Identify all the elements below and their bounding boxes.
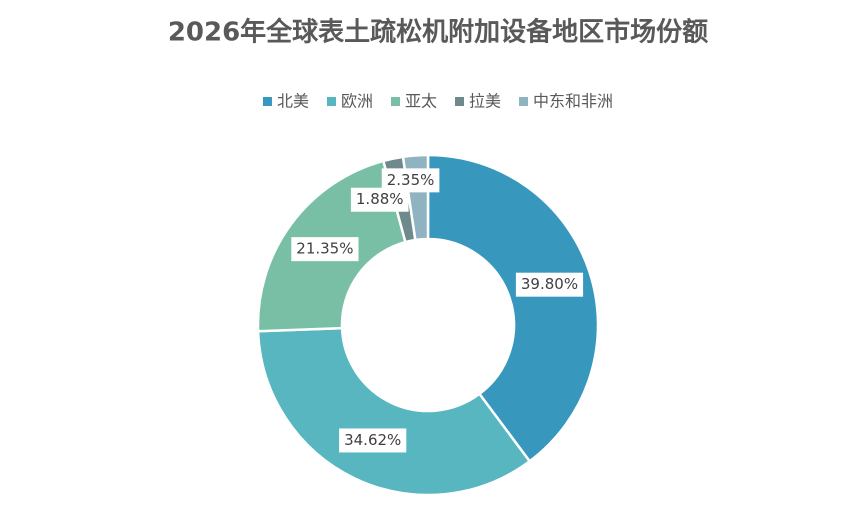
chart-title: 2026年全球表土疏松机附加设备地区市场份额 [168,17,708,48]
legend-swatch [455,97,465,106]
data-label-bg [291,237,359,262]
data-label-bg [339,428,407,453]
data-label: 39.80% [515,272,584,297]
legend-swatch [326,97,336,106]
data-label-text: 1.88% [356,190,404,208]
data-label-text: 21.35% [296,240,353,258]
legend-label: 亚太 [405,92,437,111]
legend: 北美 欧洲 亚太 拉美 中东和非洲 [262,92,613,111]
legend-label: 中东和非洲 [533,92,613,111]
legend-swatch [262,97,272,106]
data-label: 34.62% [339,428,407,453]
data-label: 2.35% [381,168,440,193]
data-label-text: 34.62% [344,431,401,449]
donut-slice [256,326,532,497]
legend-label: 北美 [277,92,309,111]
data-label: 21.35% [291,237,359,262]
data-label-text: 2.35% [387,171,435,189]
legend-label: 欧洲 [341,92,373,111]
legend-swatch [390,97,400,106]
data-label-bg [381,168,440,193]
data-label-text: 39.80% [521,275,578,293]
legend-swatch [519,97,529,106]
data-label-bg [515,272,584,297]
donut-slice [426,153,600,464]
legend-label: 拉美 [469,92,501,111]
